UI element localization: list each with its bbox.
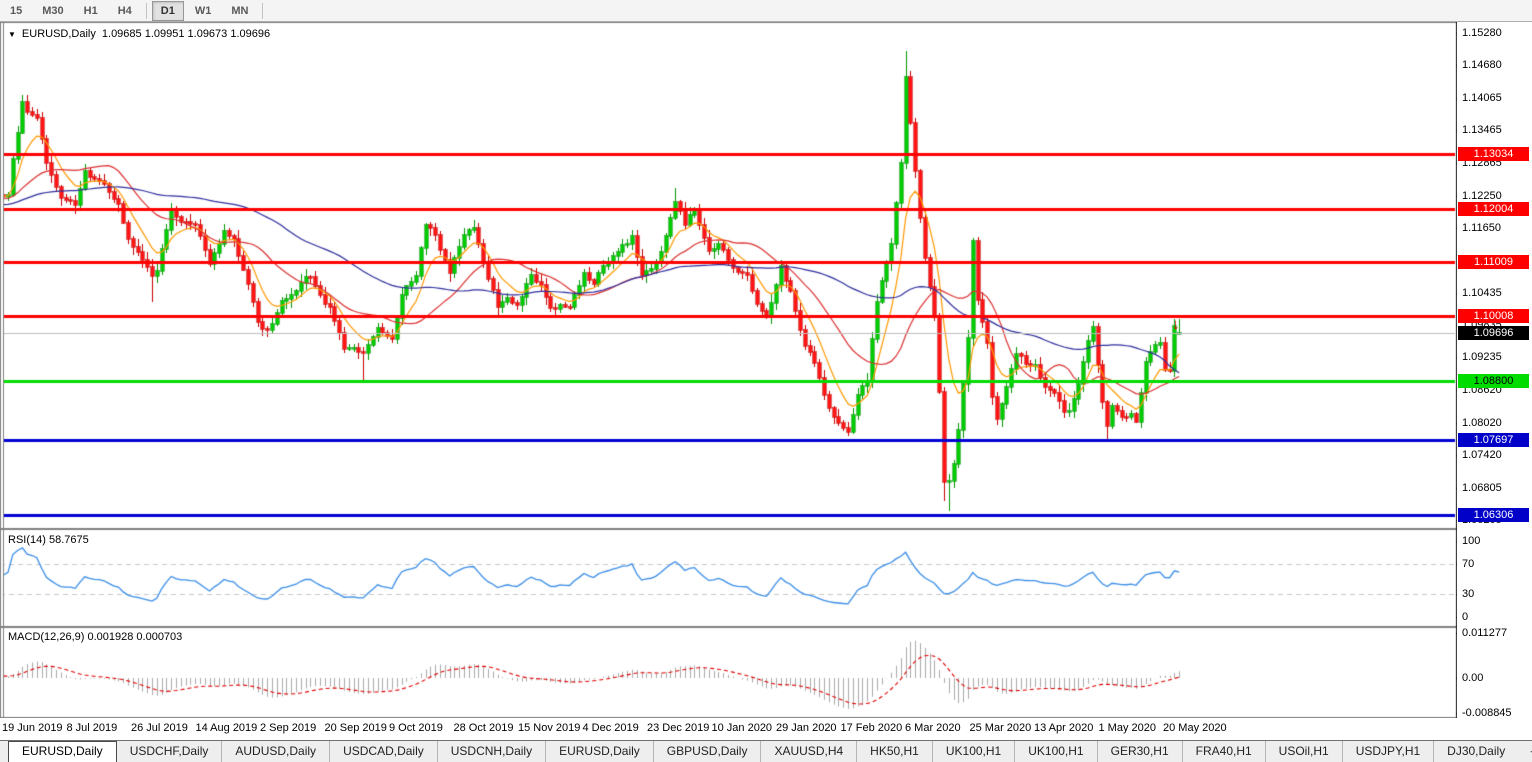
date-axis-label: 14 Aug 2019 [195,722,258,734]
timeframe-button-D1[interactable]: D1 [151,0,184,21]
date-axis-label: 19 Jun 2019 [2,722,63,734]
price-level-label: 1.08800 [1458,374,1529,388]
price-axis-tick: 1.10435 [1462,287,1502,299]
price-level-label: 1.09696 [1458,326,1529,340]
timeframe-button-H4[interactable]: H4 [117,4,132,17]
chart-tab-uk100-h1[interactable]: UK100,H1 [931,741,1014,762]
chart-tab-fra40-h1[interactable]: FRA40,H1 [1181,741,1265,762]
price-axis-tick: 1.13465 [1462,124,1502,136]
date-axis-label: 26 Jul 2019 [131,722,188,734]
date-axis-label: 25 Mar 2020 [969,722,1032,734]
chart-tab-dj30-daily[interactable]: DJ30,Daily [1433,741,1518,762]
date-axis-label: 4 Dec 2019 [582,722,639,734]
price-axis-tick: 1.09235 [1462,351,1502,363]
date-axis: 19 Jun 2019 8 Jul 2019 26 Jul 2019 14 Aug 2… [0,718,1456,740]
macd-axis-tick: 0.011277 [1462,627,1508,639]
timeframe-button-W1[interactable]: W1 [194,4,212,17]
timeframe-button-MN[interactable]: MN [231,4,249,17]
rsi-axis-tick: 0 [1462,611,1469,623]
toolbar-separator [145,2,147,19]
price-level-label: 1.10008 [1458,309,1529,323]
price-axis-tick: 1.11650 [1462,222,1501,234]
chart-tab-hk50-h1[interactable]: HK50,H1 [856,741,932,762]
chart-tab-ger30-h1[interactable]: GER30,H1 [1096,741,1182,762]
chart-tab-eurusd-daily[interactable]: EURUSD,Daily [545,741,653,762]
date-axis-label: 20 Sep 2019 [324,722,387,734]
chart-tab-audusd-daily[interactable]: AUDUSD,Daily [221,741,329,762]
rsi-indicator-label: RSI(14) 58.7675 [8,534,89,546]
price-axis-tick: 1.14680 [1462,59,1502,71]
price-level-label: 1.12004 [1458,202,1529,216]
date-axis-label: 8 Jul 2019 [66,722,118,734]
price-axis-tick: 1.15280 [1462,27,1502,39]
price-axis: 1.15280 1.14680 1.14065 1.13465 1.12865 1.122… [1457,22,1532,719]
date-axis-label: 10 Jan 2020 [711,722,773,734]
rsi-axis-tick: 30 [1462,588,1475,600]
timeframe-button-H1[interactable]: H1 [83,4,98,17]
rsi-axis-tick: 70 [1462,558,1475,570]
price-axis-tick: 1.08020 [1462,417,1502,429]
chart-tab-bar: EURUSD,Daily USDCHF,Daily AUDUSD,Daily USDC… [0,740,1532,762]
chart-tab-usdjpy-h1[interactable]: USDJPY,H1 [1341,741,1433,762]
price-axis-tick: 1.14065 [1462,92,1502,104]
chart-tab-usdcad-daily[interactable]: USDCAD,Daily [329,741,437,762]
chart-tab-gbpusd-daily[interactable]: GBPUSD,Daily [652,741,761,762]
chart-tab-usdcnh-daily[interactable]: USDCNH,Daily [436,741,545,762]
date-axis-label: 17 Feb 2020 [840,722,903,734]
date-axis-label: 23 Dec 2019 [647,722,710,734]
chart-tab-eurusd-daily[interactable]: EURUSD,Daily [8,741,117,762]
price-axis-tick: 1.07420 [1462,449,1502,461]
macd-indicator-label: MACD(12,26,9) 0.001928 0.000703 [8,631,183,643]
timeframe-button-M30[interactable]: M30 [42,4,64,17]
date-axis-label: 28 Oct 2019 [453,722,514,734]
tab-scroll-left-icon[interactable]: ◂ [1530,746,1532,757]
chart-tab-usoil-h1[interactable]: USOil,H1 [1264,741,1342,762]
chart-tab-uk100-h1[interactable]: UK100,H1 [1014,741,1096,762]
date-axis-label: 1 May 2020 [1098,722,1156,734]
rsi-axis-tick: 100 [1462,535,1481,547]
tab-scroll-nav: ◂▸ [1518,741,1532,762]
chart-window: ▼ EURUSD,Daily 1.09685 1.09951 1.09673 1… [0,22,1532,740]
price-chart-canvas[interactable] [0,22,1532,718]
price-level-label: 1.07697 [1458,433,1529,447]
date-axis-label: 13 Apr 2020 [1034,722,1094,734]
date-axis-label: 15 Nov 2019 [518,722,581,734]
chart-ohlc-values: 1.09685 1.09951 1.09673 1.09696 [101,28,271,40]
macd-axis-tick: -0.008845 [1462,707,1512,719]
macd-axis-tick: 0.00 [1462,672,1484,684]
date-axis-label: 9 Oct 2019 [389,722,443,734]
price-axis-tick: 1.06805 [1462,482,1502,494]
price-level-label: 1.06306 [1458,508,1529,522]
chart-dropdown-icon[interactable]: ▼ [8,29,16,39]
timeframe-toolbar: 15 M30 H1 H4 D1 W1 MN [0,0,1532,22]
chart-tab-xauusd-h4[interactable]: XAUUSD,H4 [760,741,856,762]
price-axis-tick: 1.12250 [1462,190,1502,202]
chart-symbol-label: EURUSD,Daily [21,28,96,40]
toolbar-separator [262,2,264,19]
price-level-label: 1.11009 [1458,255,1529,269]
chart-title: ▼ EURUSD,Daily 1.09685 1.09951 1.09673 1… [8,28,270,40]
sell-arrow-icon: ↓ [1172,316,1180,333]
date-axis-label: 2 Sep 2019 [260,722,317,734]
date-axis-label: 20 May 2020 [1163,722,1227,734]
chart-tab-usdchf-daily[interactable]: USDCHF,Daily [129,744,209,758]
timeframe-button-15[interactable]: 15 [10,4,23,17]
date-axis-label: 29 Jan 2020 [776,722,837,734]
date-axis-label: 6 Mar 2020 [905,722,961,734]
price-level-label: 1.13034 [1458,147,1529,161]
